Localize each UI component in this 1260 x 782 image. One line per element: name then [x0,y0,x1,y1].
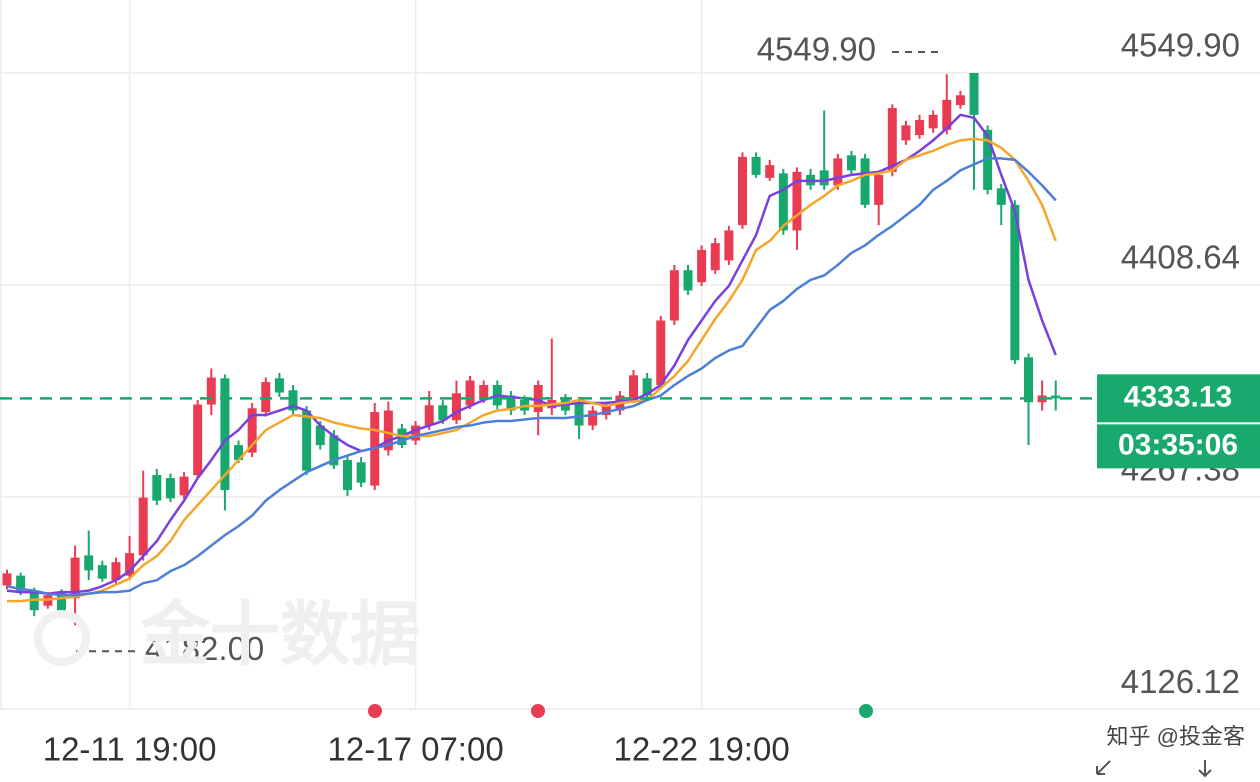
candle-body [411,425,421,441]
candle-body [56,592,66,613]
candle-body [901,125,911,141]
candle-body [601,405,611,416]
event-dot [531,704,545,718]
candle-body [1024,357,1033,403]
candle-body [710,243,720,271]
overlay: 金十数据 知乎 @投金客 [34,595,1245,778]
candle-body [152,475,162,501]
candle-body [969,72,979,115]
candle-body [642,378,652,396]
candle-body [111,562,121,581]
candle-body [629,375,639,399]
candle-body [274,378,284,393]
candle-body [2,573,12,586]
y-tick-label: 4126.12 [1121,663,1240,700]
candle-body [424,405,434,426]
candle-body [165,478,175,499]
candle-body [97,565,107,579]
candle-body [506,395,516,411]
countdown-box [1097,424,1260,469]
candle-body [70,557,80,599]
event-dot [859,704,873,718]
candle-body [193,404,203,476]
last-price-label: 4333.13 [1124,380,1232,413]
candle-body [451,393,461,421]
watermark: 金十数据 [139,595,420,673]
candle-body [343,460,352,491]
candle-body [1051,395,1061,399]
high-annotation: 4549.90 [757,31,876,68]
candle-body [125,553,135,576]
candle-body [915,120,925,136]
candle-body [983,129,993,190]
candle-body [288,390,298,411]
y-tick-label: 4549.90 [1121,27,1240,64]
candle-body [329,435,339,466]
watermark-logo [34,610,90,666]
candle-body [737,156,747,226]
candle-body [778,173,788,231]
last-price-box [1097,374,1260,423]
candle-body [356,462,366,483]
icon-collapse[interactable] [1096,760,1111,775]
candle-body [234,445,244,461]
candle-body [942,99,952,130]
candle-body [383,410,393,451]
candle-body [479,385,489,401]
candle-body [588,410,598,426]
candle-body [533,385,543,413]
candle-body [438,405,448,421]
candle-body [574,402,584,426]
event-dot [368,704,382,718]
x-tick-label: 12-17 07:00 [328,731,504,768]
icon-down[interactable] [1198,760,1212,778]
candle-body [846,155,856,171]
candle-body [669,270,679,321]
candle-body [697,249,707,283]
x-tick-label: 12-22 19:00 [614,731,790,768]
candle-body [206,377,216,405]
countdown: 03:35:06 [1118,428,1238,461]
candle-body [465,380,475,406]
candle-body [656,320,666,386]
candle-body [138,497,148,556]
credit: 知乎 @投金客 [1107,724,1245,749]
candle-body [16,575,26,591]
candle-body [302,410,312,471]
candle-body [819,170,829,186]
candle-body [887,108,897,172]
candle-body [928,114,938,129]
candle-body [874,174,884,205]
candle-body [261,382,271,413]
candle-body [179,476,189,496]
candle-body [220,378,230,491]
candle-body [792,171,802,231]
candle-body [955,95,965,106]
candle-body [724,230,734,261]
candle-body [247,408,257,453]
candle-body [765,165,775,178]
candle-body [860,158,870,205]
candle-body [315,425,325,446]
moving-average [7,137,1057,603]
moving-average [6,113,1057,595]
low-annotation: 4182.00 [145,630,264,667]
candle-body [996,188,1006,205]
candle-body [833,158,843,186]
y-tick-label: 4408.64 [1121,239,1240,276]
candle-body [683,270,693,291]
moving-average [6,157,1057,597]
candle-body [751,156,761,175]
candle-body [84,555,94,571]
candle-body [1010,204,1020,361]
x-tick-label: 12-11 19:00 [43,731,217,768]
